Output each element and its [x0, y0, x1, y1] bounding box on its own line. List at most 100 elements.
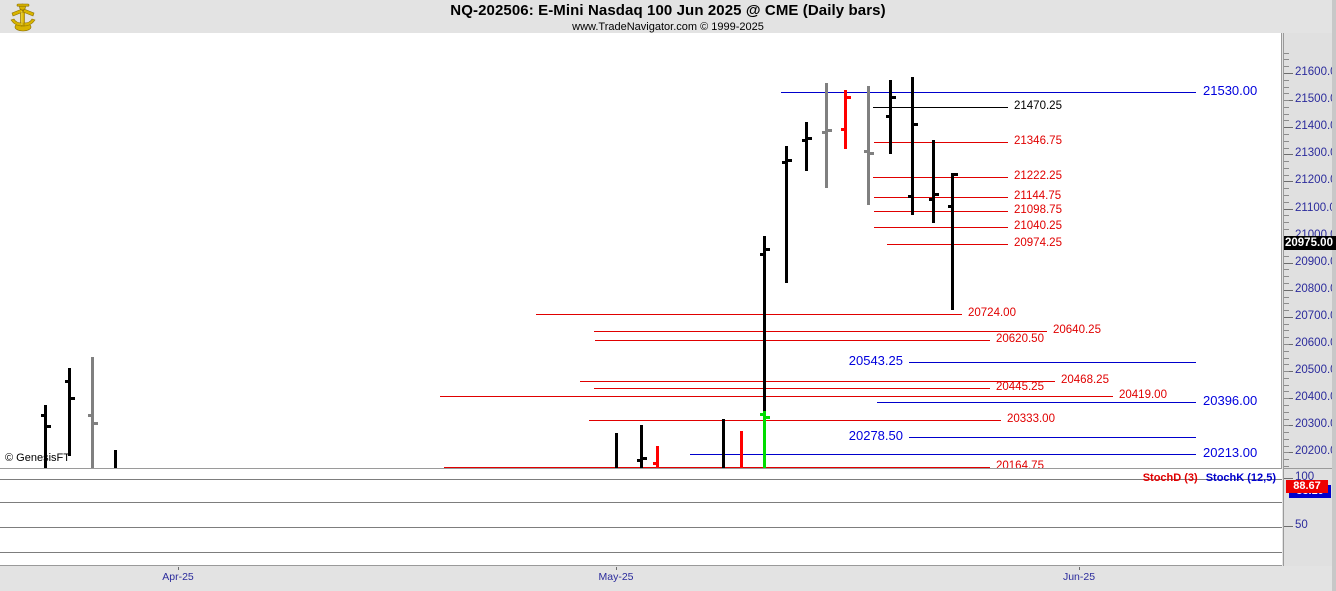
ohlc-bar-range — [640, 425, 643, 468]
ohlc-bar-range — [932, 140, 935, 223]
price-axis-minor-tick — [1284, 364, 1289, 366]
price-level-label: 20640.25 — [1053, 324, 1101, 336]
stochd-legend-label: StochD (3) — [1142, 472, 1198, 484]
price-axis-minor-tick — [1284, 79, 1289, 81]
stochastic-indicator-pane[interactable]: StochD (3) StochK (12,5) — [0, 468, 1282, 566]
price-axis-minor-tick — [1284, 323, 1289, 325]
ohlc-bar-open-tick — [637, 459, 641, 462]
price-level-line[interactable] — [580, 381, 1055, 382]
ohlc-bar[interactable] — [653, 446, 663, 468]
vendor-watermark: © GenesisFT — [5, 452, 70, 464]
price-axis-minor-tick — [1284, 465, 1289, 467]
ohlc-bar[interactable] — [822, 83, 832, 188]
price-axis-minor-tick — [1284, 391, 1289, 393]
price-level-line[interactable] — [589, 420, 1001, 421]
ohlc-bar[interactable] — [760, 406, 770, 468]
price-level-line[interactable] — [594, 331, 1047, 332]
ohlc-bar-open-tick — [760, 253, 764, 256]
price-axis-minor-tick — [1284, 357, 1289, 359]
vertical-scrollbar[interactable] — [1332, 0, 1336, 591]
indicator-legend: StochD (3) StochK (12,5) — [1143, 472, 1276, 484]
ohlc-bar[interactable] — [88, 357, 98, 468]
ohlc-bar-close-tick — [891, 96, 896, 99]
price-axis-minor-tick — [1284, 147, 1289, 149]
date-axis-tick — [616, 567, 617, 570]
price-level-line[interactable] — [690, 454, 1196, 455]
genesis-anchor-logo-icon — [10, 3, 36, 32]
ohlc-bar-range — [91, 357, 94, 468]
ohlc-bar[interactable] — [908, 77, 918, 215]
ohlc-bar[interactable] — [737, 431, 747, 468]
indicator-gridline — [0, 502, 1282, 503]
date-axis-tick — [1079, 567, 1080, 570]
ohlc-bar-open-tick — [782, 161, 786, 164]
ohlc-bar[interactable] — [886, 80, 896, 154]
price-axis-minor-tick — [1284, 215, 1289, 217]
ohlc-bar[interactable] — [948, 173, 958, 310]
price-level-label: 20543.25 — [848, 353, 903, 368]
ohlc-bar[interactable] — [612, 433, 622, 468]
price-level-line[interactable] — [874, 227, 1008, 228]
price-level-line[interactable] — [909, 362, 1196, 363]
ohlc-bar[interactable] — [864, 86, 874, 205]
ohlc-bar-range — [114, 450, 117, 468]
ohlc-bar[interactable] — [841, 90, 851, 149]
price-level-line[interactable] — [594, 388, 990, 389]
price-level-line[interactable] — [873, 177, 1008, 178]
ohlc-bar-range — [740, 431, 743, 468]
price-level-line[interactable] — [874, 211, 1008, 212]
ohlc-bar-close-tick — [953, 173, 958, 176]
price-axis-label: 20300.0 — [1295, 418, 1336, 431]
stochk-legend-label: StochK (12,5) — [1205, 472, 1276, 484]
price-axis-minor-tick — [1284, 452, 1289, 454]
ohlc-bar[interactable] — [637, 425, 647, 468]
price-plot-area[interactable]: 21530.00 21470.25 21346.75 21222.25 21144.75… — [0, 33, 1281, 468]
date-axis-label: May-25 — [598, 571, 634, 583]
ohlc-bar-range — [951, 173, 954, 310]
ohlc-bar[interactable] — [802, 122, 812, 171]
price-level-line[interactable] — [536, 314, 962, 315]
ohlc-bar-open-tick — [929, 198, 933, 201]
ohlc-bar-range — [615, 433, 618, 468]
price-level-line[interactable] — [877, 402, 1196, 403]
ohlc-bar-close-tick — [70, 397, 75, 400]
price-axis-minor-tick — [1284, 255, 1289, 257]
price-axis-minor-tick — [1284, 113, 1289, 115]
ohlc-bar-close-tick — [934, 193, 939, 196]
price-level-line[interactable] — [874, 197, 1008, 198]
price-level-label: 21530.00 — [1203, 83, 1258, 98]
price-level-line[interactable] — [440, 396, 1113, 397]
price-level-label: 20445.25 — [996, 381, 1044, 393]
ohlc-bar[interactable] — [760, 236, 770, 411]
ohlc-bar[interactable] — [111, 450, 121, 468]
price-axis-label: 20500.0 — [1295, 364, 1336, 377]
price-level-line[interactable] — [781, 92, 1196, 93]
date-axis[interactable]: Apr-25 May-25 Jun-25 — [0, 567, 1336, 591]
price-axis-minor-tick — [1284, 438, 1289, 440]
price-level-line[interactable] — [887, 244, 1008, 245]
price-axis-label: 21500.0 — [1295, 93, 1336, 106]
ohlc-bar[interactable] — [41, 405, 51, 468]
price-axis-label: 21100.0 — [1295, 201, 1336, 214]
price-chart-pane[interactable]: 21530.00 21470.25 21346.75 21222.25 21144.75… — [0, 33, 1282, 468]
ohlc-bar[interactable] — [719, 419, 729, 468]
ohlc-bar[interactable] — [929, 140, 939, 223]
price-level-line[interactable] — [909, 437, 1196, 438]
ohlc-bar-range — [889, 80, 892, 154]
price-axis-minor-tick — [1284, 377, 1289, 379]
chart-header: NQ-202506: E-Mini Nasdaq 100 Jun 2025 @ … — [0, 0, 1336, 33]
price-level-line[interactable] — [873, 107, 1008, 108]
price-level-line[interactable] — [595, 340, 990, 341]
price-axis-minor-tick — [1284, 86, 1289, 88]
price-level-line[interactable] — [874, 142, 1008, 143]
ohlc-bar-open-tick — [864, 150, 868, 153]
ohlc-bar[interactable] — [65, 368, 75, 456]
price-level-label: 20164.75 — [996, 460, 1044, 468]
ohlc-bar[interactable] — [782, 146, 792, 283]
price-axis[interactable]: 20975.00 21600.0 21500.0 21400.0 21300.0 212… — [1283, 33, 1336, 485]
price-axis-minor-tick — [1284, 66, 1289, 68]
price-level-line[interactable] — [444, 467, 990, 468]
indicator-gridline — [0, 527, 1282, 528]
